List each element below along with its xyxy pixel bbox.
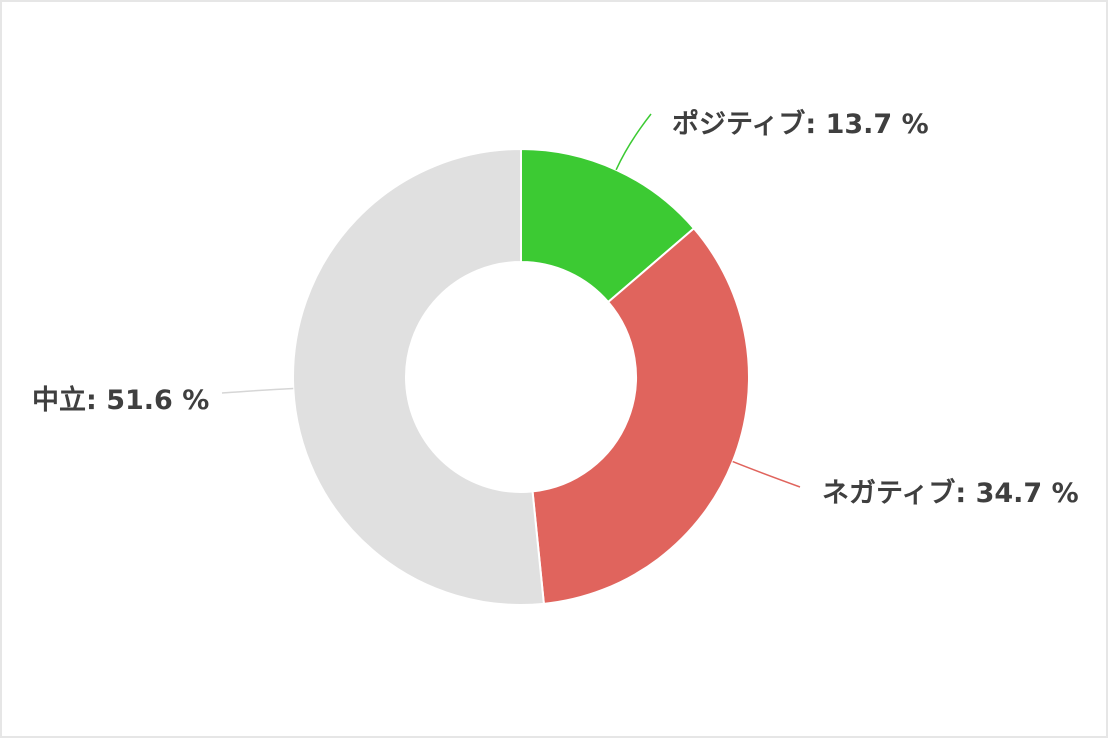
slice-label-neutral: 中立: 51.6 % (32, 384, 209, 416)
connector-negative (732, 460, 801, 488)
connector-positive (615, 113, 652, 171)
slice-label-negative: ネガティブ: 34.7 % (822, 477, 1079, 509)
connectors-group (221, 113, 801, 488)
slice-label-positive: ポジティブ: 13.7 % (672, 108, 929, 140)
slices-group (292, 147, 750, 606)
connector-neutral (221, 387, 294, 394)
slice-neutral[interactable] (292, 147, 545, 606)
slice-negative[interactable] (531, 226, 750, 605)
